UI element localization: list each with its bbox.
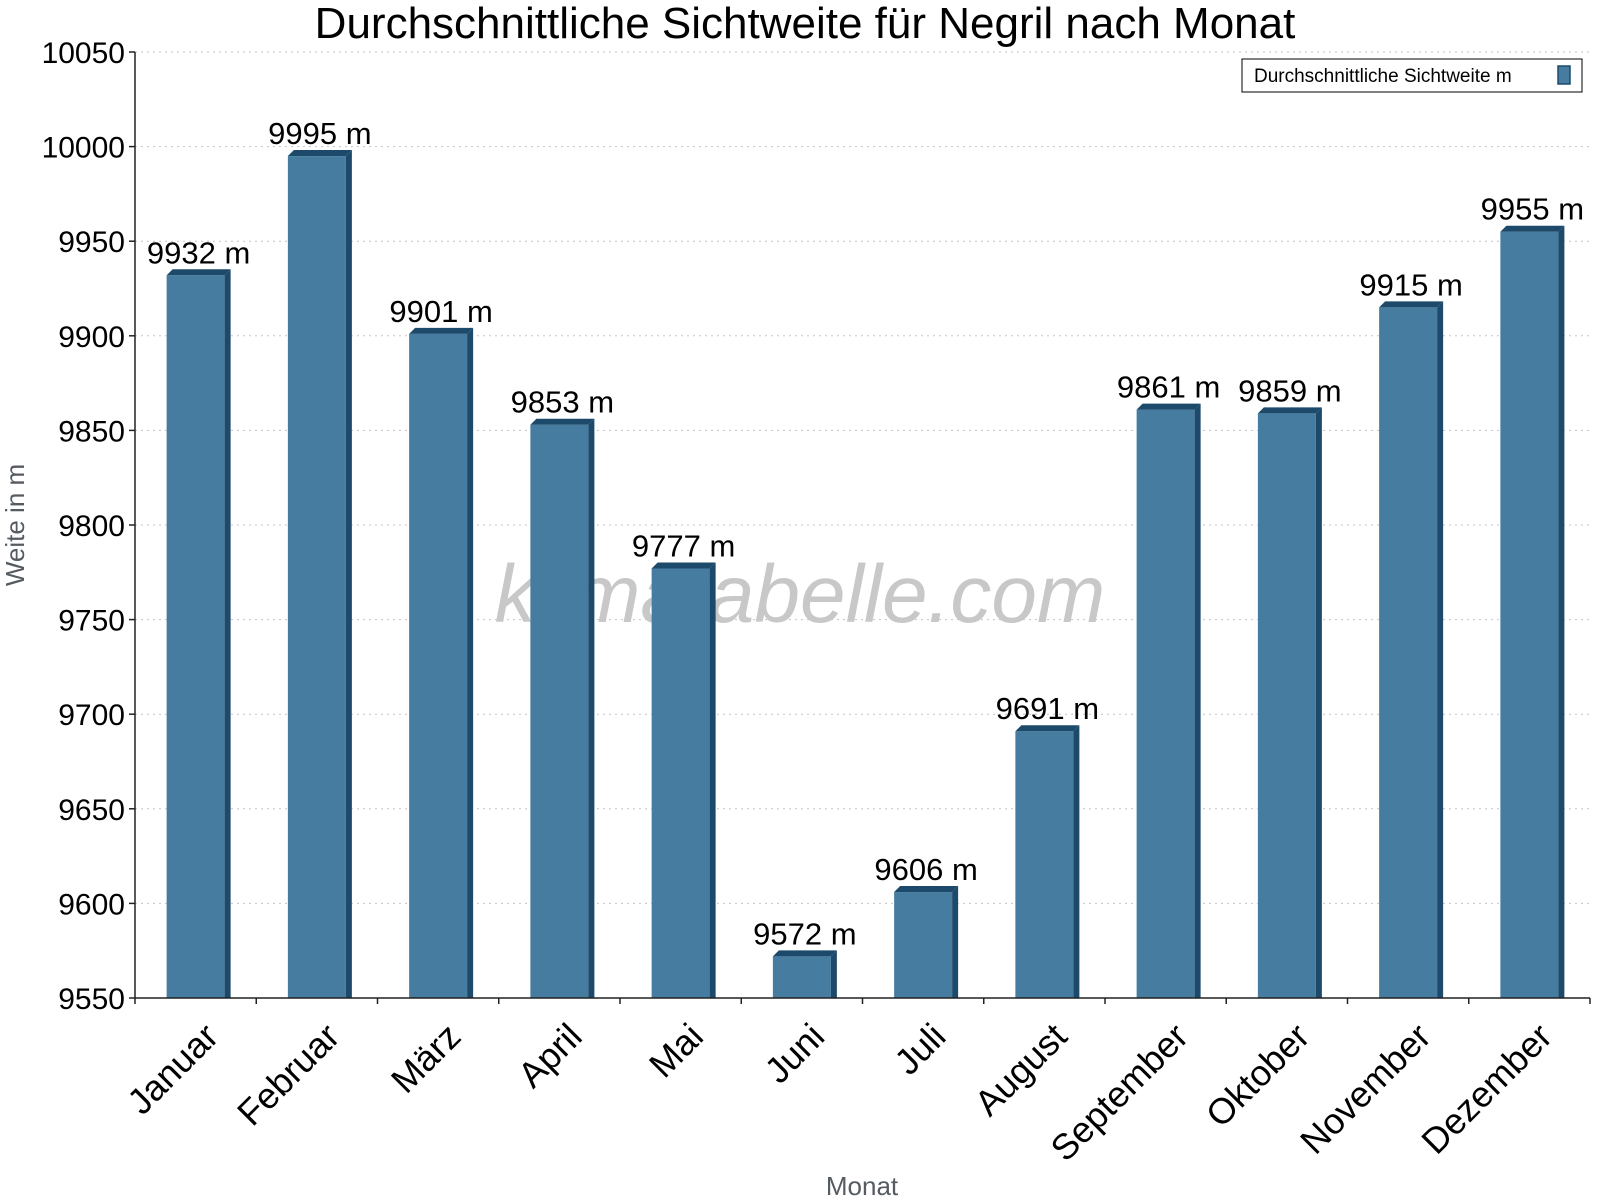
bar-side-face: [709, 562, 716, 998]
bar-top-face: [772, 950, 837, 957]
bar-top-face: [1257, 407, 1322, 414]
bar-front: [287, 156, 346, 998]
y-tick-label: 9950: [58, 226, 125, 259]
bar: [166, 269, 231, 999]
bar-front: [1015, 731, 1074, 998]
bar: [1379, 301, 1444, 998]
bar-front: [894, 892, 953, 998]
value-labels: 9932 m 9995 m 9901 m 9853 m 9777 m 9572 m 9606…: [147, 116, 1584, 951]
bar-top-face: [1015, 725, 1080, 732]
x-tick-label: November: [1292, 1015, 1438, 1161]
bar-side-face: [1558, 225, 1565, 999]
bar: [530, 418, 595, 998]
value-label: 9853 m: [511, 385, 614, 420]
x-tick-label: Oktober: [1198, 1015, 1318, 1135]
value-label: 9691 m: [996, 691, 1099, 726]
bar-front: [530, 424, 589, 998]
x-tick-label: August: [966, 1015, 1074, 1123]
x-tick-label: Januar: [119, 1015, 226, 1122]
bar-front: [772, 956, 831, 998]
bar-side-face: [1073, 725, 1080, 998]
bar-front: [409, 333, 468, 999]
y-tick-label: 10050: [42, 37, 125, 70]
bar: [894, 886, 959, 998]
value-label: 9995 m: [268, 116, 371, 151]
value-label: 9777 m: [632, 529, 735, 564]
x-tick-label: Februar: [229, 1015, 347, 1133]
value-label: 9915 m: [1359, 267, 1462, 302]
x-axis-title: Monat: [826, 1171, 899, 1200]
y-tick-label: 9900: [58, 321, 125, 354]
bar-side-face: [588, 418, 595, 998]
y-tick-label: 9650: [58, 794, 125, 827]
bar-top-face: [894, 886, 959, 893]
value-label: 9955 m: [1481, 192, 1584, 227]
bar: [1500, 225, 1565, 999]
legend: Durchschnittliche Sichtweite m: [1241, 58, 1583, 93]
value-label: 9901 m: [389, 294, 492, 329]
bar-side-face: [1437, 301, 1444, 998]
legend-swatch: [1557, 65, 1571, 85]
y-tick-label: 9800: [58, 510, 125, 543]
bar-front: [1379, 307, 1438, 998]
bar-top-face: [1500, 225, 1565, 232]
bar-top-face: [409, 327, 474, 334]
y-tick-label: 9750: [58, 605, 125, 638]
value-label: 9861 m: [1117, 370, 1220, 405]
bar: [1257, 407, 1322, 998]
x-tick-label: Juni: [757, 1015, 833, 1091]
bar: [1015, 725, 1080, 998]
bar-side-face: [224, 269, 231, 999]
bar: [651, 562, 716, 998]
bar-top-face: [166, 269, 231, 276]
bar-top-face: [530, 418, 595, 425]
bar: [772, 950, 837, 998]
x-tick-label: Dezember: [1413, 1015, 1559, 1161]
bar: [1136, 403, 1201, 998]
y-tick-label: 9700: [58, 699, 125, 732]
bar-top-face: [1379, 301, 1444, 308]
bar-side-face: [830, 950, 837, 998]
y-tick-label: 9600: [58, 888, 125, 921]
bar-top-face: [1136, 403, 1201, 410]
bar-top-face: [651, 562, 716, 569]
bar: [287, 150, 352, 998]
bar-side-face: [952, 886, 959, 998]
y-tick-labels: 9550 9600 9650 9700 9750 9800 9850 9900 9950 1000…: [42, 37, 135, 1016]
chart-title: Durchschnittliche Sichtweite für Negril …: [315, 0, 1296, 48]
grid-lines: [135, 51, 1590, 904]
bar: [409, 327, 474, 999]
y-tick-label: 10000: [42, 132, 125, 165]
bar-front: [1136, 409, 1195, 998]
bar-side-face: [1315, 407, 1322, 998]
watermark: klimatabelle.com: [495, 549, 1106, 640]
bar-side-face: [345, 150, 352, 998]
value-label: 9572 m: [753, 916, 856, 951]
y-tick-label: 9550: [58, 983, 125, 1016]
bar-front: [1257, 413, 1316, 998]
x-tick-label: Mai: [641, 1015, 711, 1085]
legend-label: Durchschnittliche Sichtweite m: [1254, 66, 1512, 87]
bar-front: [1500, 231, 1559, 999]
bar-side-face: [467, 327, 474, 999]
bars: [166, 150, 1565, 999]
value-label: 9932 m: [147, 235, 250, 270]
value-label: 9859 m: [1238, 373, 1341, 408]
bar-top-face: [287, 150, 352, 157]
bar-front: [651, 568, 710, 998]
y-axis-title: Weite in m: [0, 464, 30, 586]
bar-front: [166, 275, 225, 999]
bar-side-face: [1194, 403, 1201, 998]
value-label: 9606 m: [874, 852, 977, 887]
x-tick-labels: Januar Februar März April Mai Juni Juli AugustS…: [119, 998, 1591, 1169]
y-tick-label: 9850: [58, 415, 125, 448]
legend-box: [1241, 58, 1583, 93]
x-tick-label: Juli: [886, 1015, 953, 1082]
x-tick-label: März: [383, 1015, 469, 1101]
x-tick-label: April: [510, 1015, 590, 1095]
